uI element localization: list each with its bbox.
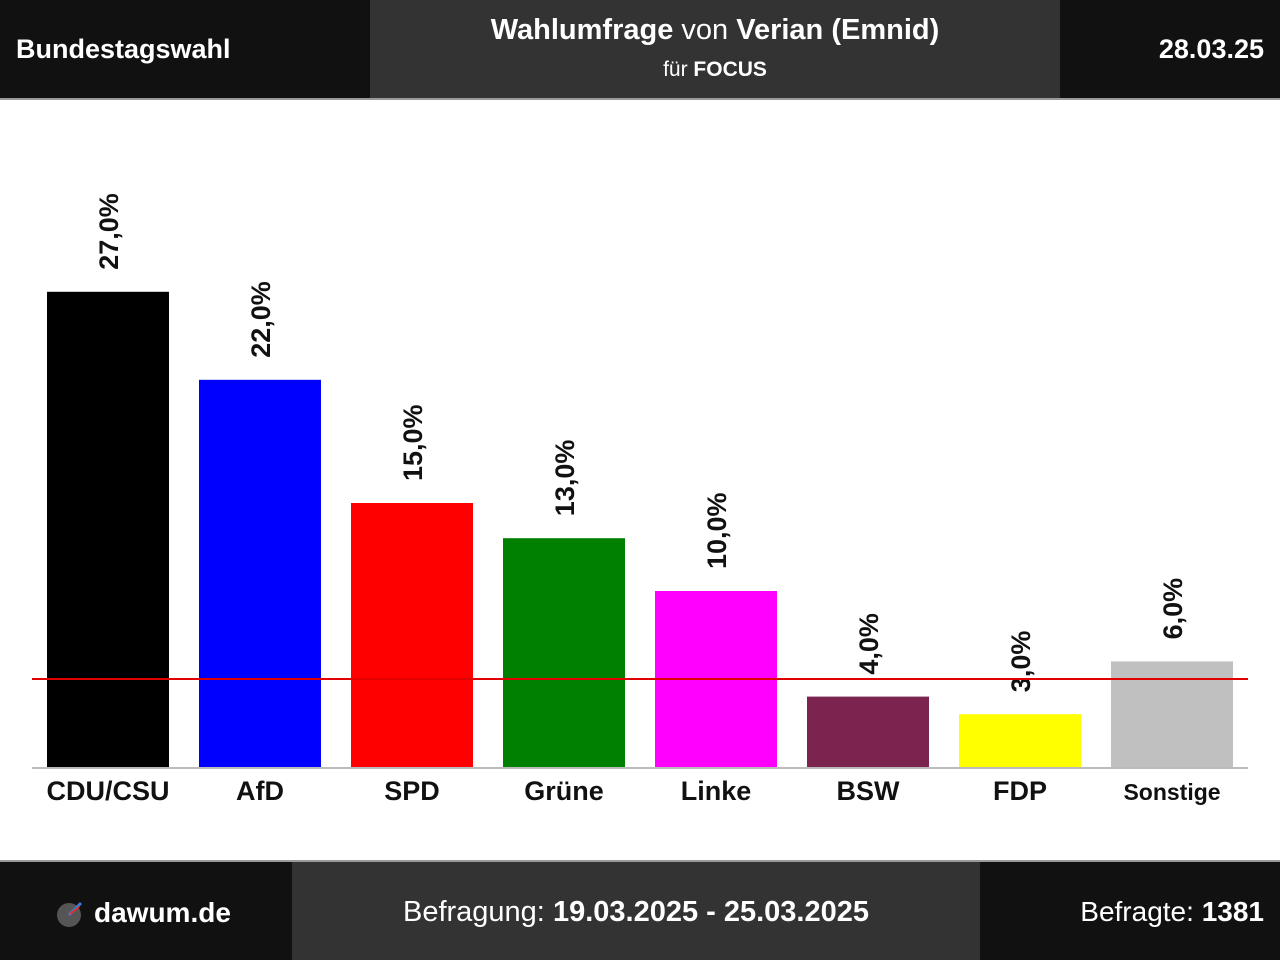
footer-center-panel: Befragung: 19.03.2025 - 25.03.2025 [292,862,980,960]
institute-name: Verian (Emnid) [736,14,940,46]
footer: dawum.de Befragung: 19.03.2025 - 25.03.2… [0,860,1280,960]
period-dates: 19.03.2025 - 25.03.2025 [552,896,869,928]
header: Bundestagswahl Wahlumfrage von Verian (E… [0,0,1280,100]
poll-title: Wahlumfrage von Verian (Emnid) [370,14,1060,47]
bar-fdp [959,714,1081,767]
client-line: für FOCUS [370,58,1060,82]
category-label: Sonstige [1123,779,1220,805]
period-label: Befragung: [402,896,545,928]
bar-bsw [807,696,929,767]
header-center-panel: Wahlumfrage von Verian (Emnid) für FOCUS [370,0,1060,98]
category-label: CDU/CSU [46,776,169,806]
category-label: AfD [236,776,284,806]
category-label: BSW [837,776,901,806]
brand-name: dawum.de [94,897,231,928]
value-label: 3,0% [1006,631,1036,693]
value-label: 15,0% [398,404,428,481]
footer-left-panel: dawum.de [0,862,292,960]
value-label: 27,0% [94,193,124,270]
poll-joiner: von [681,14,729,46]
category-label: Linke [681,776,752,806]
bar-sonstige [1111,661,1233,767]
client-prefix: für [663,58,688,81]
footer-right-panel: Befragte: 1381 [980,862,1280,960]
publish-date: 28.03.25 [1158,34,1264,64]
value-label: 10,0% [702,492,732,569]
category-label: SPD [384,776,440,806]
election-title: Bundestagswahl [16,34,231,64]
header-right-panel: 28.03.25 [1060,0,1280,98]
bar-afd [199,379,321,767]
bar-cdu-csu [47,291,169,767]
value-label: 22,0% [246,281,276,358]
poll-bar-chart: 27,0% CDU/CSU 22,0% AfD 15,0% SPD 13,0% Grüne 10… [32,193,1248,806]
header-left-panel: Bundestagswahl [0,0,370,98]
brand-link[interactable]: dawum.de [56,897,231,928]
sample-count: 1381 [1201,896,1264,927]
bar-gr-ne [503,538,625,767]
value-label: 13,0% [550,440,580,517]
sample-label: Befragte: [1080,896,1194,927]
category-label: FDP [993,776,1047,806]
dawum-logo-icon [57,901,83,927]
sample-size: Befragte: 1381 [1080,896,1264,928]
poll-prefix: Wahlumfrage [490,14,674,46]
survey-period: Befragung: 19.03.2025 - 25.03.2025 [292,896,980,929]
bar-spd [351,503,473,767]
value-label: 4,0% [854,613,884,675]
category-label: Grüne [524,776,604,806]
value-label: 6,0% [1158,578,1188,640]
client-name: FOCUS [693,58,767,81]
